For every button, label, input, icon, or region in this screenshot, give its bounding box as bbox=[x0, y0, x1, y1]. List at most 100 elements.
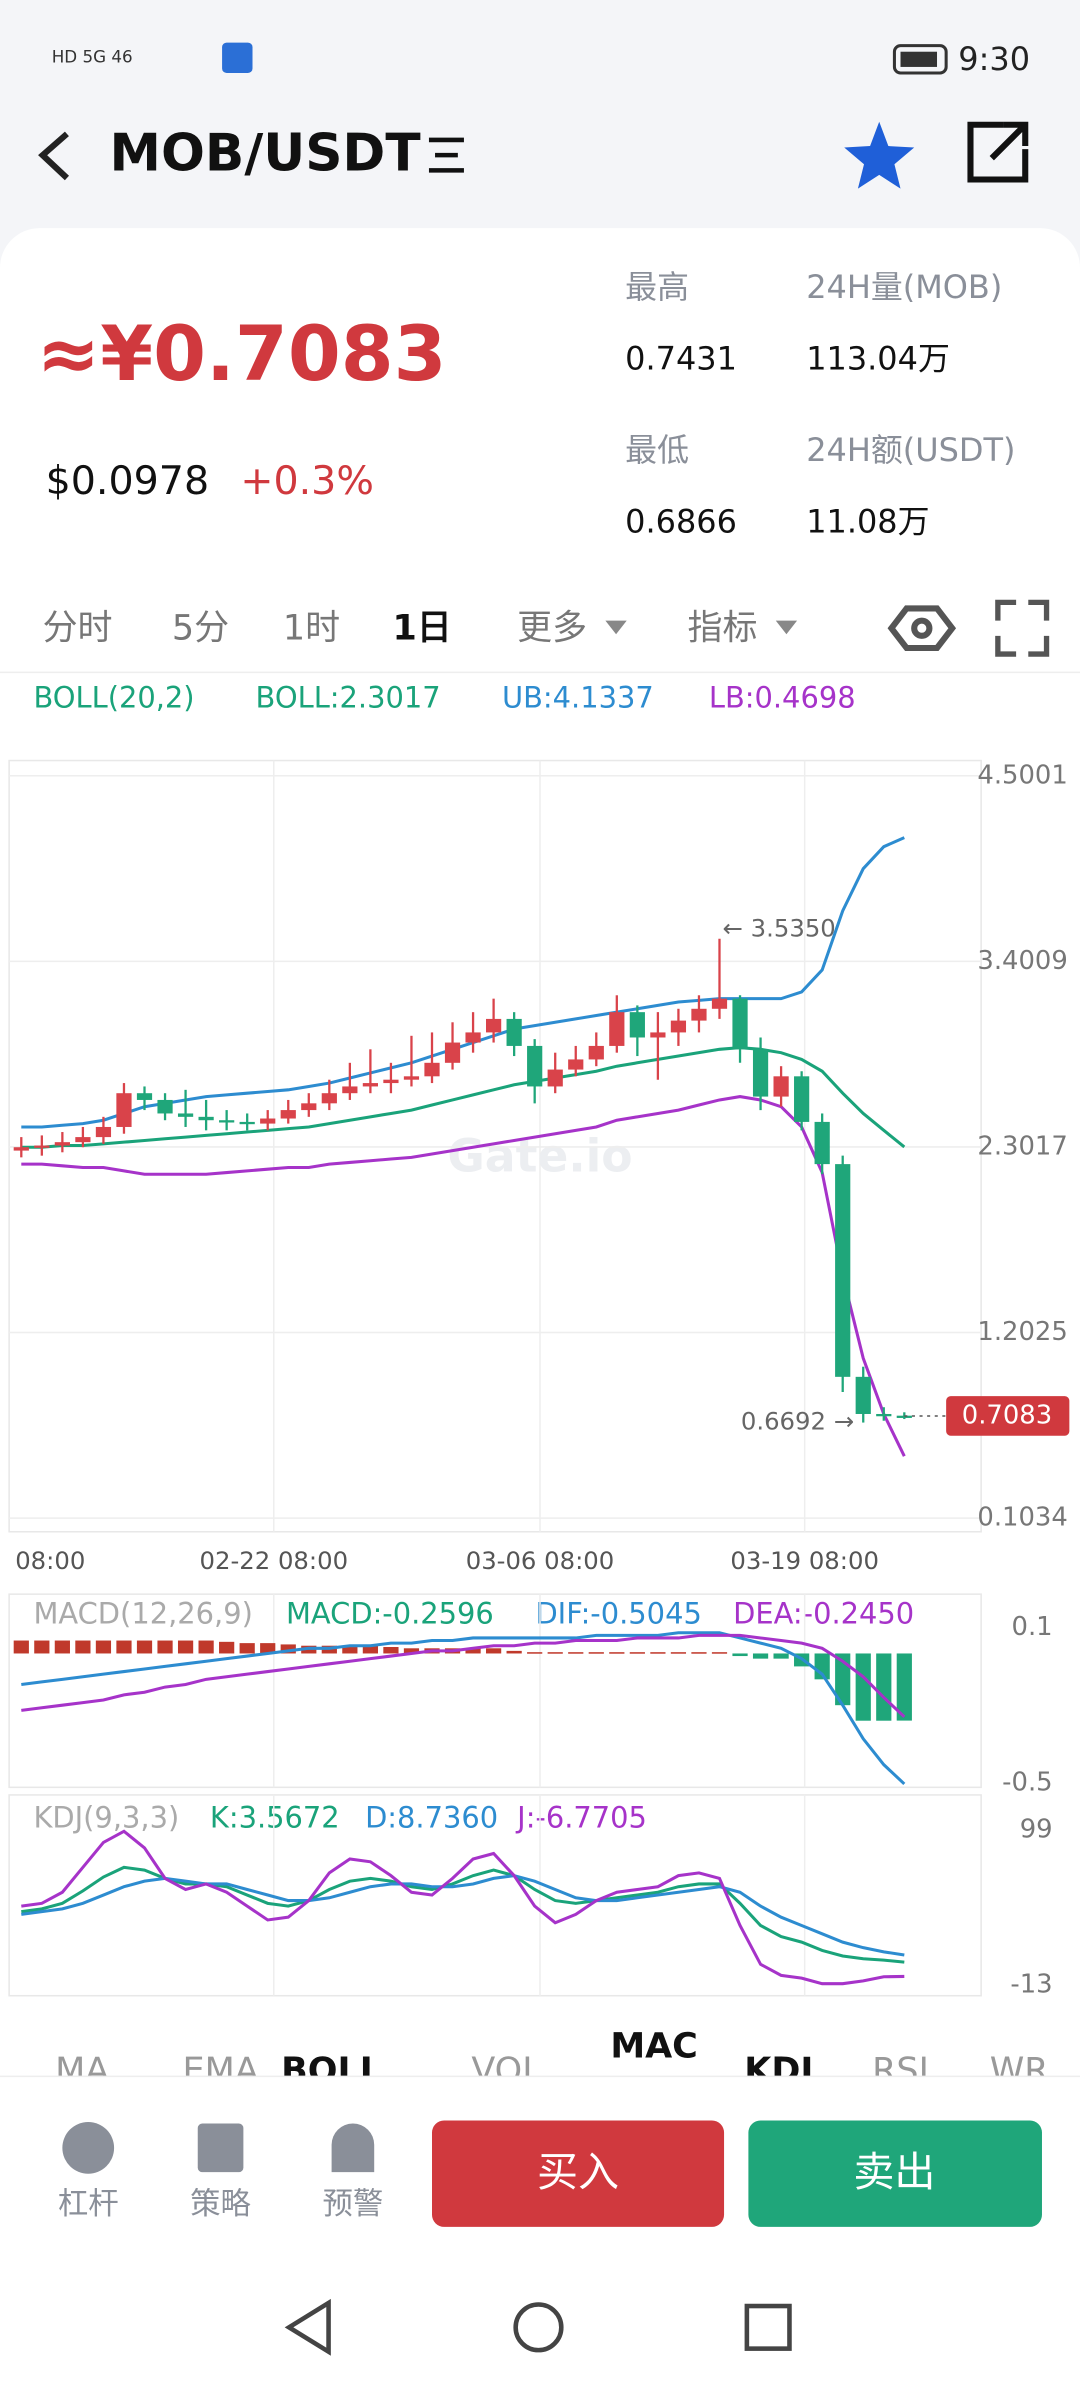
price: ≈¥0.7083 bbox=[37, 309, 447, 398]
stat-label: 最高 bbox=[625, 268, 689, 306]
dropdown-caret bbox=[775, 620, 798, 635]
y-tick-label: 99 bbox=[1020, 1814, 1053, 1844]
last-price-label: 0.7083 bbox=[962, 1400, 1052, 1430]
kdj-frame bbox=[8, 1794, 982, 1997]
macd-bar bbox=[773, 1653, 789, 1659]
timeframe-tab[interactable]: 分时 bbox=[43, 609, 113, 649]
pair-title[interactable]: MOB/USDT bbox=[110, 124, 421, 184]
last-price-tag bbox=[946, 1396, 1070, 1436]
candle-body bbox=[814, 1121, 830, 1165]
macd-bar bbox=[219, 1641, 235, 1654]
y-tick-label: -13 bbox=[1010, 1970, 1052, 2000]
x-tick-label: 02-22 08:00 bbox=[200, 1546, 349, 1575]
sell-label[interactable]: 卖出 bbox=[853, 2148, 935, 2196]
indicator-legend: LB:0.4698 bbox=[709, 681, 856, 715]
settings-icon[interactable] bbox=[887, 605, 957, 652]
candle-body bbox=[260, 1118, 276, 1124]
usd-price: $0.0978 bbox=[46, 458, 209, 504]
timeframe-tab[interactable]: 1时 bbox=[283, 609, 340, 649]
tool-label[interactable]: 杠杆 bbox=[58, 2187, 119, 2222]
macd-bar bbox=[75, 1640, 91, 1654]
stat-value: 11.08万 bbox=[806, 502, 929, 540]
indicator-legend: BOLL:2.3017 bbox=[256, 681, 441, 715]
stat-label: 24H量(MOB) bbox=[806, 268, 1002, 306]
macd-bar bbox=[157, 1640, 173, 1654]
macd-bar bbox=[650, 1652, 666, 1654]
y-tick-label: 2.3017 bbox=[977, 1131, 1067, 1161]
macd-bar bbox=[732, 1653, 748, 1657]
candle-body bbox=[506, 1018, 522, 1046]
candle-body bbox=[711, 998, 728, 1009]
candle-body bbox=[75, 1137, 91, 1143]
nav-recent[interactable] bbox=[744, 2303, 792, 2351]
macd-bar bbox=[752, 1653, 769, 1659]
macd-bar bbox=[260, 1643, 276, 1654]
indicator-legend: BOLL(20,2) bbox=[33, 681, 194, 715]
share-icon[interactable] bbox=[967, 121, 1029, 183]
boll-mid-line bbox=[21, 1046, 906, 1149]
macd-bar bbox=[280, 1644, 296, 1654]
nav-home[interactable] bbox=[513, 2302, 564, 2353]
fullscreen-icon[interactable] bbox=[995, 599, 1050, 657]
dif-line bbox=[21, 1631, 906, 1786]
candle-body bbox=[280, 1110, 296, 1119]
macd-bar bbox=[527, 1652, 543, 1654]
timeframe-tab[interactable]: 5分 bbox=[172, 609, 229, 649]
y-tick-label: 3.4009 bbox=[977, 946, 1067, 976]
pair-menu-icon[interactable] bbox=[428, 137, 464, 173]
macd-bar bbox=[629, 1652, 645, 1654]
y-tick-label: 1.2025 bbox=[977, 1317, 1067, 1347]
macd-bar bbox=[362, 1645, 379, 1654]
buy-button[interactable] bbox=[432, 2120, 725, 2227]
macd-bar bbox=[835, 1653, 851, 1706]
tool-label[interactable]: 策略 bbox=[190, 2187, 251, 2222]
candle-body bbox=[239, 1121, 255, 1125]
j-line bbox=[21, 1829, 905, 1986]
candle-body bbox=[177, 1113, 194, 1117]
nav-back[interactable] bbox=[284, 2298, 331, 2356]
candle-body bbox=[198, 1116, 214, 1121]
macd-bar bbox=[609, 1652, 625, 1654]
y-tick-label: -0.5 bbox=[1002, 1767, 1052, 1797]
candle-body bbox=[650, 1032, 666, 1038]
y-tick-label: 0.1034 bbox=[977, 1503, 1067, 1533]
timeframe-tab[interactable]: 指标 bbox=[688, 609, 758, 649]
candle-body bbox=[136, 1093, 153, 1100]
macd-bar bbox=[876, 1653, 892, 1721]
candle-body bbox=[547, 1069, 563, 1087]
timeframe-tab[interactable]: 1日 bbox=[392, 609, 451, 649]
watermark: Gate.io bbox=[447, 1130, 632, 1183]
chart-frame bbox=[8, 759, 982, 1533]
candle-body bbox=[568, 1059, 584, 1070]
indicator-tab[interactable]: MAC bbox=[610, 2026, 698, 2066]
tool-label[interactable]: 预警 bbox=[322, 2187, 383, 2222]
stat-label: 最低 bbox=[625, 431, 689, 469]
candle-body bbox=[465, 1032, 481, 1043]
sell-button[interactable] bbox=[748, 2120, 1042, 2227]
macd-bar bbox=[486, 1648, 502, 1654]
macd-bar bbox=[54, 1640, 70, 1654]
indicator-legend: UB:4.1337 bbox=[502, 681, 654, 715]
indicator-legend: D:8.7360 bbox=[365, 1800, 498, 1834]
favorite-star[interactable] bbox=[844, 121, 915, 189]
x-tick-label: 08:00 bbox=[15, 1546, 85, 1575]
macd-bar bbox=[13, 1640, 29, 1654]
indicator-legend: DIF:-0.5045 bbox=[535, 1596, 701, 1630]
candle-body bbox=[321, 1093, 337, 1104]
candle-body bbox=[486, 1018, 502, 1033]
buy-label[interactable]: 买入 bbox=[537, 2148, 619, 2196]
candle-body bbox=[691, 1008, 707, 1021]
candle-body bbox=[527, 1045, 543, 1087]
candle-body bbox=[116, 1093, 132, 1127]
y-tick-label: 0.1 bbox=[1012, 1612, 1053, 1642]
candle-body bbox=[95, 1126, 112, 1138]
macd-bar bbox=[239, 1643, 255, 1654]
back-button[interactable] bbox=[38, 131, 70, 181]
indicator-legend: K:3.5672 bbox=[210, 1800, 340, 1834]
stat-value: 0.7431 bbox=[625, 340, 737, 378]
candle-body bbox=[670, 1020, 687, 1033]
candle-body bbox=[855, 1376, 871, 1414]
timeframe-tab[interactable]: 更多 bbox=[517, 609, 587, 649]
